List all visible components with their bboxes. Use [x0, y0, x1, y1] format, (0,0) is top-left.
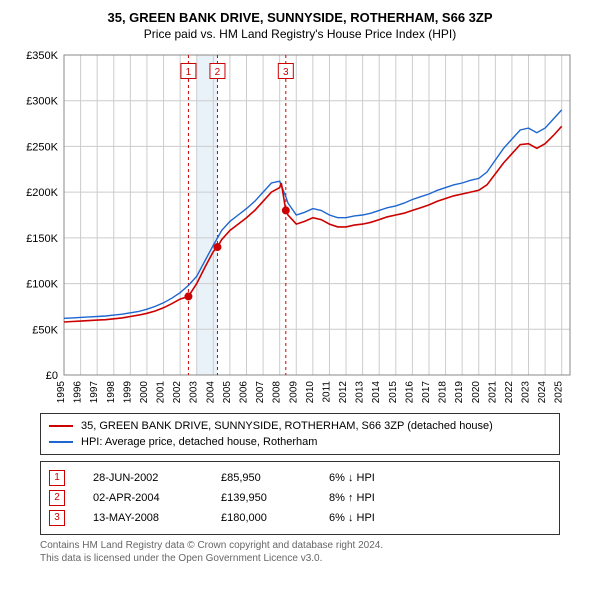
svg-text:2021: 2021: [487, 381, 498, 404]
svg-text:2015: 2015: [388, 381, 399, 404]
svg-text:2: 2: [215, 67, 221, 78]
sale-date: 28-JUN-2002: [93, 468, 193, 488]
svg-text:£250K: £250K: [26, 141, 58, 153]
sale-date: 13-MAY-2008: [93, 508, 193, 528]
sale-row: 2 02-APR-2004 £139,950 8% ↑ HPI: [49, 488, 551, 508]
sale-marker: 2: [49, 490, 65, 506]
legend-row: HPI: Average price, detached house, Roth…: [49, 434, 551, 450]
svg-text:2024: 2024: [537, 381, 548, 404]
svg-text:2018: 2018: [438, 381, 449, 404]
sale-marker: 3: [49, 510, 65, 526]
svg-text:2023: 2023: [521, 381, 532, 404]
legend-label: 35, GREEN BANK DRIVE, SUNNYSIDE, ROTHERH…: [81, 418, 493, 434]
svg-text:2011: 2011: [321, 381, 332, 403]
sales-box: 1 28-JUN-2002 £85,950 6% ↓ HPI 2 02-APR-2004 £…: [40, 461, 560, 535]
svg-text:2014: 2014: [371, 381, 382, 404]
attribution-line-1: Contains HM Land Registry data © Crown c…: [40, 539, 560, 552]
svg-text:2010: 2010: [305, 381, 316, 404]
svg-text:£200K: £200K: [26, 187, 58, 199]
page-subtitle: Price paid vs. HM Land Registry's House …: [0, 25, 600, 47]
legend-label: HPI: Average price, detached house, Roth…: [81, 434, 317, 450]
svg-text:2006: 2006: [238, 381, 249, 404]
svg-text:2003: 2003: [189, 381, 200, 404]
svg-text:2008: 2008: [272, 381, 283, 404]
svg-text:2022: 2022: [504, 381, 515, 404]
attribution-line-2: This data is licensed under the Open Gov…: [40, 552, 560, 565]
legend-box: 35, GREEN BANK DRIVE, SUNNYSIDE, ROTHERH…: [40, 413, 560, 455]
legend-swatch: [49, 425, 73, 427]
svg-text:2001: 2001: [156, 381, 167, 404]
svg-text:2012: 2012: [338, 381, 349, 404]
chart-svg: £0 £50K £100K £150K £200K £250K £300K £350K 1995…: [20, 47, 580, 407]
sale-row: 3 13-MAY-2008 £180,000 6% ↓ HPI: [49, 508, 551, 528]
price-chart: £0 £50K £100K £150K £200K £250K £300K £350K 1995…: [20, 47, 580, 407]
svg-text:2016: 2016: [404, 381, 415, 404]
svg-text:2009: 2009: [288, 381, 299, 404]
sale-marker: 1: [49, 470, 65, 486]
svg-text:£300K: £300K: [26, 96, 58, 108]
svg-text:£0: £0: [46, 370, 58, 382]
svg-text:2020: 2020: [471, 381, 482, 404]
svg-text:3: 3: [283, 67, 289, 78]
svg-text:2005: 2005: [222, 381, 233, 404]
svg-text:1: 1: [186, 67, 192, 78]
svg-text:1997: 1997: [89, 381, 100, 404]
sale-diff: 6% ↓ HPI: [329, 468, 419, 488]
svg-text:£100K: £100K: [26, 279, 58, 291]
svg-text:1998: 1998: [106, 381, 117, 404]
sale-price: £85,950: [221, 468, 301, 488]
svg-text:1999: 1999: [122, 381, 133, 404]
svg-text:2025: 2025: [554, 381, 565, 404]
svg-text:2017: 2017: [421, 381, 432, 404]
svg-text:2000: 2000: [139, 381, 150, 404]
svg-text:2019: 2019: [454, 381, 465, 404]
svg-text:2004: 2004: [205, 381, 216, 404]
sale-price: £180,000: [221, 508, 301, 528]
attribution: Contains HM Land Registry data © Crown c…: [40, 539, 560, 565]
legend-swatch: [49, 441, 73, 443]
sale-price: £139,950: [221, 488, 301, 508]
svg-text:2013: 2013: [355, 381, 366, 404]
sale-date: 02-APR-2004: [93, 488, 193, 508]
legend-row: 35, GREEN BANK DRIVE, SUNNYSIDE, ROTHERH…: [49, 418, 551, 434]
svg-text:2002: 2002: [172, 381, 183, 404]
svg-text:£350K: £350K: [26, 50, 58, 62]
sale-diff: 6% ↓ HPI: [329, 508, 419, 528]
svg-text:£50K: £50K: [32, 324, 58, 336]
page-title: 35, GREEN BANK DRIVE, SUNNYSIDE, ROTHERH…: [0, 0, 600, 25]
svg-text:2007: 2007: [255, 381, 266, 404]
svg-text:£150K: £150K: [26, 233, 58, 245]
sale-diff: 8% ↑ HPI: [329, 488, 419, 508]
sale-row: 1 28-JUN-2002 £85,950 6% ↓ HPI: [49, 468, 551, 488]
svg-text:1995: 1995: [56, 381, 67, 404]
svg-text:1996: 1996: [73, 381, 84, 404]
